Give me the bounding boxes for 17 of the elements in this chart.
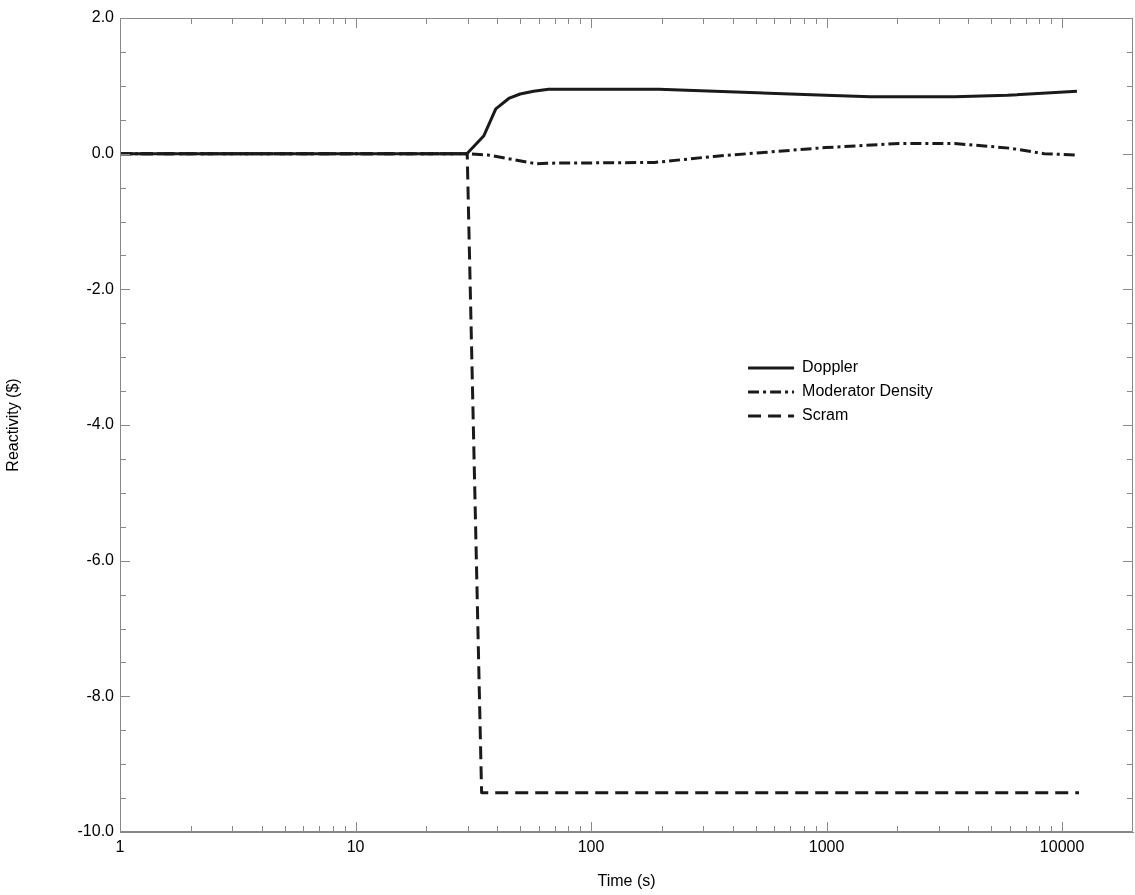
y-axis-title: Reactivity ($) (4, 378, 22, 472)
legend-label: Doppler (802, 358, 859, 376)
x-tick-label: 100 (577, 838, 605, 856)
y-tick-label: -2.0 (86, 279, 115, 297)
y-tick-label: 2.0 (91, 8, 115, 26)
y-tick-label: -4.0 (86, 415, 115, 433)
legend-label: Scram (802, 406, 849, 424)
y-tick-label: 0.0 (91, 144, 115, 162)
x-tick-label: 1000 (808, 838, 845, 856)
x-tick-label: 10000 (1039, 838, 1085, 856)
x-tick-label: 10 (346, 838, 365, 856)
y-tick-label: -6.0 (86, 551, 115, 569)
x-axis-title: Time (s) (597, 871, 656, 889)
x-tick-label: 1 (115, 838, 125, 856)
y-tick-label: -10.0 (77, 822, 115, 840)
legend-label: Moderator Density (802, 382, 933, 400)
y-tick-label: -8.0 (86, 686, 115, 704)
